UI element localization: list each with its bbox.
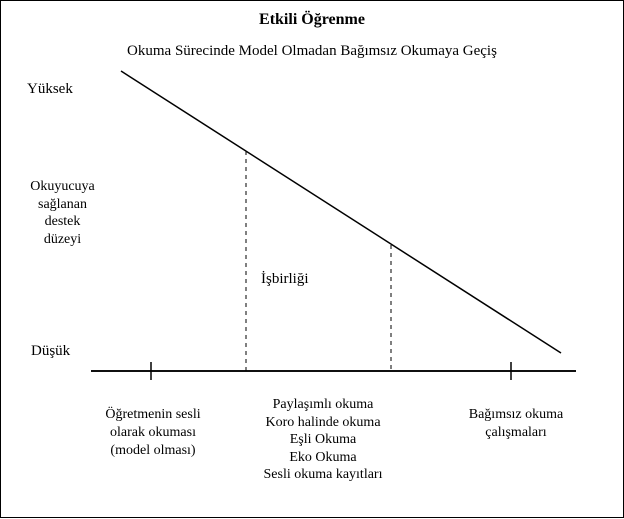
y-axis-mid-label: Okuyucuya sağlanan destek düzeyi (20, 178, 105, 248)
x-category-middle: Paylaşımlı okuma Koro halinde okuma Eşli… (233, 396, 413, 484)
y-axis-bottom-label: Düşük (31, 343, 70, 360)
diagonal-line (121, 71, 561, 353)
page-title: Etkili Öğrenme (1, 11, 623, 29)
page-subtitle: Okuma Sürecinde Model Olmadan Bağımsız O… (1, 43, 623, 60)
x-category-left: Öğretmenin sesli olarak okuması (model o… (73, 406, 233, 461)
x-category-right: Bağımsız okuma çalışmaları (441, 406, 591, 442)
y-axis-top-label: Yüksek (27, 81, 73, 98)
center-label: İşbirliği (261, 271, 309, 288)
